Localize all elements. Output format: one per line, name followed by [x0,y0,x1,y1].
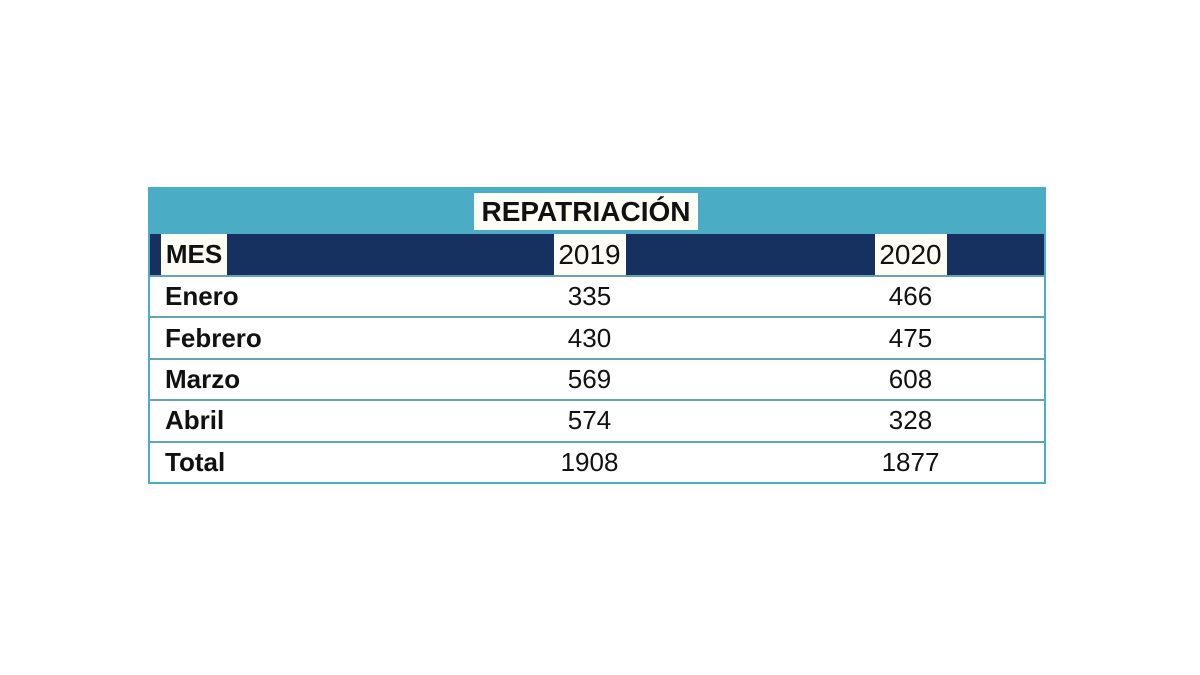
header-cell-2019: 2019 [402,234,777,275]
month-cell: Abril [165,405,225,436]
table-row-marzo: Marzo 569 608 [150,357,1044,400]
month-cell: Febrero [165,322,262,353]
header-label-2020: 2020 [874,234,947,275]
value-cell-2020: 608 [888,364,933,395]
value-cell-2020: 466 [888,281,933,312]
table-title-row: REPATRIACIÓN [150,189,1044,234]
table-header-row: MES 2019 2020 [150,234,1044,275]
table-title: REPATRIACIÓN [473,193,699,230]
month-cell: Marzo [165,364,241,395]
value-cell-2019: 569 [567,364,612,395]
total-value-2020: 1877 [881,446,940,477]
header-cell-2020: 2020 [777,234,1044,275]
table-row-febrero: Febrero 430 475 [150,316,1044,358]
header-cell-mes: MES [150,234,402,275]
table-row-total: Total 1908 1877 [150,440,1044,483]
total-value-2019: 1908 [560,446,619,477]
header-label-2019: 2019 [553,234,626,275]
value-cell-2020: 475 [888,322,933,353]
total-label-cell: Total [165,446,226,477]
table-row-enero: Enero 335 466 [150,275,1044,317]
value-cell-2019: 574 [567,405,612,436]
table-row-abril: Abril 574 328 [150,399,1044,441]
value-cell-2019: 335 [567,281,612,312]
value-cell-2019: 430 [567,322,612,353]
header-label-mes: MES [161,234,227,275]
repatriation-table: REPATRIACIÓN MES 2019 2020 Enero 335 466… [148,187,1046,484]
month-cell: Enero [165,281,239,312]
value-cell-2020: 328 [888,405,933,436]
